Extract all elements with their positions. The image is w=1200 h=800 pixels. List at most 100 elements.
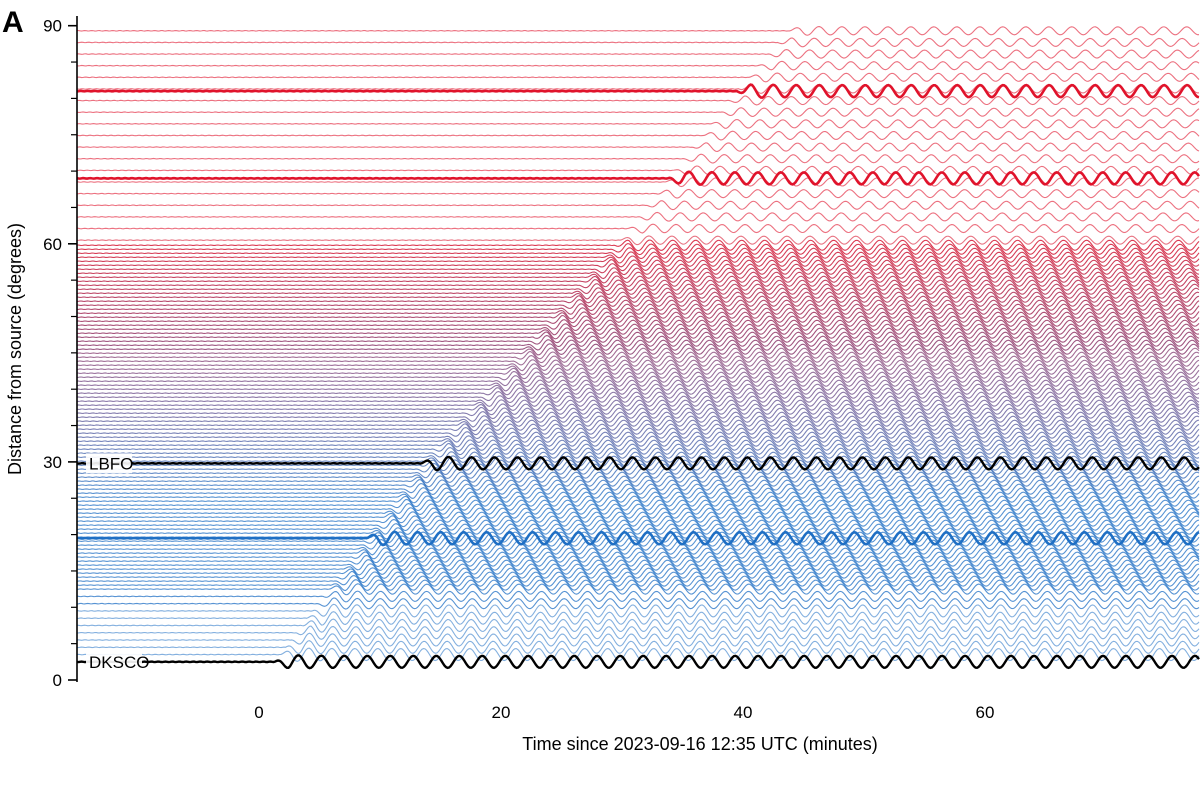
seismogram-trace xyxy=(77,188,1200,199)
seismogram-trace xyxy=(77,575,1200,587)
seismogram-trace xyxy=(77,495,1200,508)
x-tick-label: 0 xyxy=(254,703,263,722)
seismogram-trace xyxy=(77,611,1200,626)
seismogram-trace xyxy=(77,403,1200,416)
seismogram-trace xyxy=(77,295,1200,308)
seismogram-trace xyxy=(77,487,1200,500)
seismogram-trace xyxy=(77,407,1200,420)
seismogram-trace xyxy=(77,350,1200,364)
seismogram-trace xyxy=(77,319,1200,332)
seismogram-trace xyxy=(77,395,1200,407)
seismogram-trace xyxy=(77,531,1200,544)
seismogram-trace xyxy=(77,307,1200,320)
seismogram-trace xyxy=(77,559,1200,571)
seismogram-trace xyxy=(77,48,1200,59)
seismogram-trace xyxy=(77,551,1200,564)
bold-seismogram-trace xyxy=(77,83,1200,99)
seismogram-trace xyxy=(77,640,1200,655)
seismogram-trace xyxy=(77,247,1200,260)
seismogram-trace xyxy=(77,590,1200,603)
panel-label: A xyxy=(2,6,24,39)
seismogram-trace xyxy=(77,554,1200,568)
seismogram-trace xyxy=(77,243,1200,256)
station-label-background xyxy=(86,651,142,672)
seismogram-trace xyxy=(77,597,1200,610)
seismogram-trace xyxy=(77,279,1200,292)
seismogram-trace xyxy=(77,331,1200,344)
station-label-dksco: DKSCO xyxy=(89,653,149,672)
seismogram-trace xyxy=(77,283,1200,296)
seismogram-trace xyxy=(77,84,1200,94)
x-tick-label: 60 xyxy=(976,703,995,722)
seismogram-trace xyxy=(77,625,1200,640)
seismogram-trace xyxy=(77,426,1200,440)
seismogram-trace xyxy=(77,267,1200,280)
seismogram-trace xyxy=(77,355,1200,367)
seismogram-trace xyxy=(77,451,1200,464)
highlighted-trace-group xyxy=(77,455,1200,670)
seismogram-trace xyxy=(77,142,1200,152)
station-label-background xyxy=(86,453,132,474)
seismogram-trace xyxy=(77,579,1200,592)
y-tick-label: 30 xyxy=(43,453,62,472)
seismogram-trace xyxy=(77,383,1200,396)
seismogram-trace xyxy=(77,130,1200,141)
trace-group xyxy=(77,26,1200,662)
seismogram-trace xyxy=(77,327,1200,340)
seismogram-trace xyxy=(77,291,1200,304)
seismogram-trace xyxy=(77,37,1200,48)
seismogram-trace xyxy=(77,447,1200,459)
seismogram-trace xyxy=(77,534,1200,548)
seismogram-trace xyxy=(77,347,1200,360)
station-label-lbfo: LBFO xyxy=(89,454,133,473)
x-tick-group: 0 20 40 60 xyxy=(254,703,994,722)
seismogram-trace xyxy=(77,271,1200,284)
seismogram-trace xyxy=(77,259,1200,272)
seismogram-trace xyxy=(77,618,1200,633)
bold-seismogram-trace xyxy=(77,170,1200,186)
seismogram-trace xyxy=(77,323,1200,336)
y-tick-label: 0 xyxy=(53,671,62,690)
seismogram-trace xyxy=(77,287,1200,300)
seismogram-trace xyxy=(77,235,1200,246)
y-tick-group: 0 30 60 90 xyxy=(43,17,77,690)
y-tick-label: 90 xyxy=(43,17,62,36)
bold-seismogram-trace xyxy=(77,530,1200,547)
seismogram-trace xyxy=(77,303,1200,316)
seismogram-trace xyxy=(77,367,1200,380)
x-axis-label: Time since 2023-09-16 12:35 UTC (minutes… xyxy=(522,734,877,754)
y-tick-label: 60 xyxy=(43,235,62,254)
seismogram-trace xyxy=(77,223,1200,234)
seismogram-trace xyxy=(77,431,1200,443)
seismogram-trace xyxy=(77,511,1200,524)
seismogram-trace xyxy=(77,483,1200,496)
seismogram-trace xyxy=(77,442,1200,456)
y-axis-label: Distance from source (degrees) xyxy=(5,223,25,475)
seismogram-trace xyxy=(77,211,1200,222)
seismogram-trace xyxy=(77,387,1200,400)
seismogram-trace xyxy=(77,314,1200,328)
seismogram-trace xyxy=(77,177,1200,188)
seismogram-trace xyxy=(77,72,1200,83)
seismogram-trace xyxy=(77,399,1200,412)
seismogram-trace xyxy=(77,107,1200,117)
seismogram-trace xyxy=(77,491,1200,504)
seismogram-trace xyxy=(77,95,1200,106)
seismogram-trace xyxy=(77,343,1200,356)
seismogram-trace xyxy=(77,153,1200,164)
seismogram-trace xyxy=(77,547,1200,560)
seismogram-trace xyxy=(77,471,1200,484)
seismogram-trace xyxy=(77,359,1200,372)
station-label-group: LBFO DKSCO xyxy=(86,453,149,672)
seismogram-trace xyxy=(77,339,1200,352)
seismogram-trace xyxy=(77,498,1200,512)
seismogram-trace xyxy=(77,239,1200,252)
seismogram-trace xyxy=(77,567,1200,580)
highlighted-trace-lbfo xyxy=(77,455,1200,472)
seismogram-trace xyxy=(77,415,1200,428)
seismogram-trace xyxy=(77,563,1200,576)
seismogram-trace xyxy=(77,275,1200,288)
seismogram-trace xyxy=(77,255,1200,268)
seismogram-trace xyxy=(77,311,1200,324)
